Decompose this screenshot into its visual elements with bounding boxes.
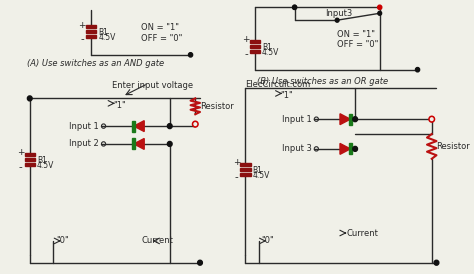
Text: "1": "1" — [113, 101, 126, 110]
Text: Enter input voltage: Enter input voltage — [112, 81, 193, 90]
Circle shape — [353, 117, 357, 122]
Text: Input 1: Input 1 — [69, 122, 99, 131]
Circle shape — [189, 53, 192, 57]
Bar — [240, 168, 251, 171]
Text: "1": "1" — [281, 92, 293, 101]
Bar — [25, 163, 35, 166]
Text: Resistor: Resistor — [437, 142, 470, 151]
Text: 4.5V: 4.5V — [37, 161, 54, 170]
Bar — [250, 50, 260, 53]
Bar — [86, 25, 96, 28]
Text: (B) Use switches as an OR gate: (B) Use switches as an OR gate — [257, 77, 389, 85]
Circle shape — [378, 11, 382, 15]
Text: Current: Current — [141, 236, 173, 246]
Text: ON = "1"
OFF = "0": ON = "1" OFF = "0" — [141, 23, 183, 42]
Text: +: + — [233, 158, 240, 167]
Circle shape — [198, 260, 202, 265]
Bar — [250, 45, 260, 48]
Text: Input 1: Input 1 — [282, 115, 311, 124]
Circle shape — [167, 141, 172, 146]
Polygon shape — [340, 143, 350, 154]
Circle shape — [430, 118, 433, 121]
Text: -: - — [81, 34, 84, 44]
Bar — [349, 114, 352, 125]
Circle shape — [335, 18, 339, 22]
Text: ElecCircuit.com: ElecCircuit.com — [246, 79, 310, 89]
Circle shape — [378, 5, 382, 10]
Text: B1: B1 — [253, 166, 263, 175]
Text: -: - — [19, 162, 23, 172]
Text: +: + — [17, 148, 25, 157]
Text: 4.5V: 4.5V — [98, 33, 116, 42]
Text: Resistor: Resistor — [200, 102, 234, 111]
Polygon shape — [340, 114, 350, 125]
Text: B1: B1 — [262, 43, 272, 52]
Text: Current: Current — [346, 229, 379, 238]
Bar — [25, 158, 35, 161]
Circle shape — [27, 96, 32, 101]
Text: "0": "0" — [262, 236, 274, 246]
Circle shape — [293, 5, 297, 9]
Text: -: - — [244, 49, 248, 59]
Bar — [86, 30, 96, 33]
Bar — [25, 153, 35, 156]
Bar — [86, 35, 96, 38]
Bar — [240, 173, 251, 176]
Text: ON = "1"
OFF = "0": ON = "1" OFF = "0" — [337, 30, 379, 50]
Text: 4.5V: 4.5V — [253, 171, 270, 180]
Circle shape — [434, 260, 439, 265]
Circle shape — [429, 116, 435, 122]
Text: B1: B1 — [37, 156, 47, 165]
Bar — [132, 121, 135, 132]
Text: -: - — [235, 172, 238, 182]
Text: +: + — [242, 36, 250, 44]
Text: 4.5V: 4.5V — [262, 48, 279, 57]
Text: +: + — [79, 21, 86, 30]
Polygon shape — [134, 138, 144, 149]
Text: (A) Use switches as an AND gate: (A) Use switches as an AND gate — [27, 59, 164, 68]
Text: Input 2: Input 2 — [69, 139, 99, 149]
Circle shape — [192, 121, 198, 127]
Bar — [349, 143, 352, 154]
Polygon shape — [134, 121, 144, 132]
Circle shape — [292, 5, 297, 10]
Circle shape — [353, 146, 357, 151]
Bar — [250, 40, 260, 43]
Circle shape — [167, 124, 172, 129]
Bar — [240, 163, 251, 166]
Circle shape — [416, 67, 419, 72]
Text: B1: B1 — [98, 28, 108, 37]
Text: Input 3: Input 3 — [282, 144, 311, 153]
Circle shape — [194, 123, 197, 125]
Text: "0": "0" — [56, 236, 69, 246]
Text: Input3: Input3 — [326, 9, 353, 18]
Bar — [132, 138, 135, 149]
